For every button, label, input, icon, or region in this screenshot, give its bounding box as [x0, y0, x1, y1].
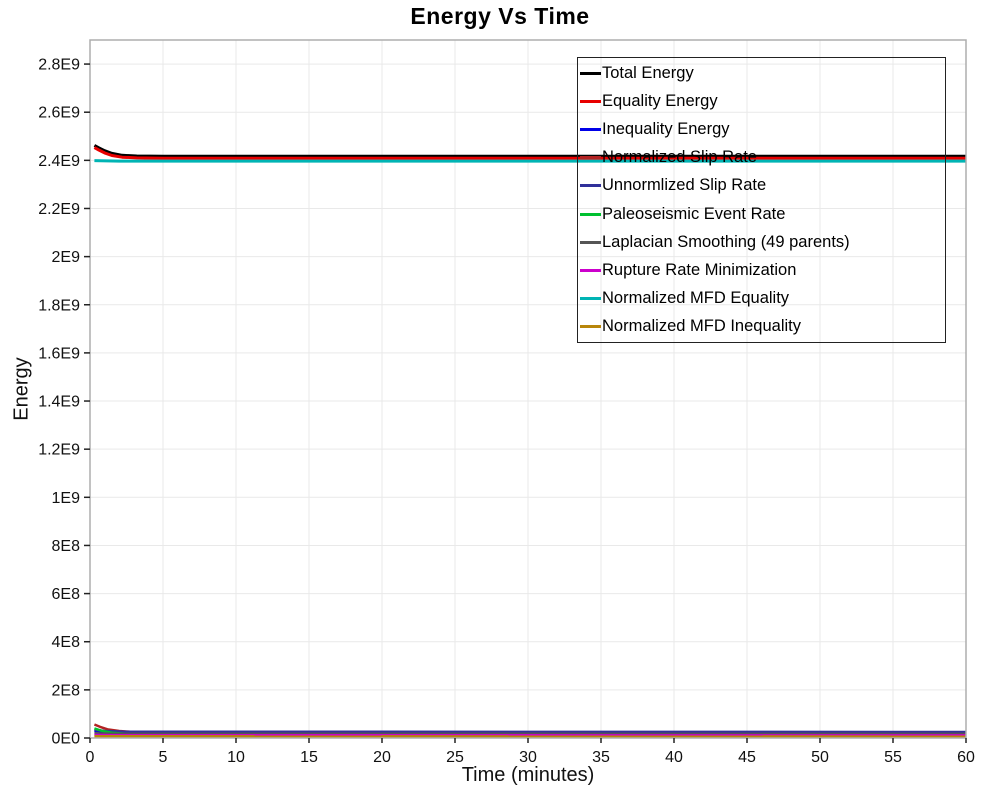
x-tick-label: 55 — [884, 749, 902, 766]
y-tick-label: 0E0 — [52, 731, 81, 748]
series-line-equality-energy — [93, 146, 966, 160]
y-tick-label: 2E8 — [52, 682, 81, 699]
legend-item: Rupture Rate Minimization — [580, 257, 941, 283]
y-tick-label: 2E9 — [52, 249, 81, 266]
chart-title: Energy Vs Time — [410, 3, 590, 29]
x-tick-label: 35 — [592, 749, 610, 766]
x-tick-label: 20 — [373, 749, 391, 766]
legend-label: Unnormlized Slip Rate — [602, 176, 767, 195]
x-axis-title: Time (minutes) — [461, 764, 595, 786]
legend-line-swatch — [580, 71, 601, 75]
y-tick-label: 2.6E9 — [38, 105, 80, 122]
legend-label: Rupture Rate Minimization — [602, 260, 797, 279]
legend-label: Normalized MFD Equality — [602, 289, 790, 308]
legend-line-swatch — [580, 127, 601, 131]
x-tick-label: 15 — [300, 749, 318, 766]
legend-line-swatch — [580, 99, 601, 103]
y-tick-label: 2.8E9 — [38, 57, 80, 74]
x-tick-label: 30 — [519, 749, 537, 766]
x-tick-label: 10 — [227, 749, 245, 766]
series-line-normalized-mfd-equality — [94, 159, 966, 163]
x-tick-label: 0 — [86, 749, 95, 766]
y-tick-label: 1.2E9 — [38, 442, 80, 459]
y-tick-label: 2.4E9 — [38, 153, 80, 170]
legend-label: Normalized MFD Inequality — [602, 317, 801, 336]
x-tick-label: 5 — [159, 749, 168, 766]
series-line-unnormlized-slip-rate — [94, 728, 967, 734]
legend-item: Normalized MFD Inequality — [580, 314, 941, 340]
legend-item: Unnormlized Slip Rate — [580, 173, 941, 199]
y-tick-label: 1E9 — [52, 490, 81, 507]
series-line-total-energy — [93, 144, 966, 158]
legend-label: Inequality Energy — [602, 119, 730, 138]
legend-line-swatch — [580, 212, 601, 216]
y-tick-label: 4E8 — [52, 634, 81, 651]
legend-line-swatch — [580, 240, 601, 244]
legend-label: Equality Energy — [602, 91, 718, 110]
legend-label: Paleoseismic Event Rate — [602, 204, 786, 223]
legend-label: Normalized Slip Rate — [602, 148, 757, 167]
legend-line-swatch — [580, 268, 601, 272]
y-tick-label: 1.8E9 — [38, 297, 80, 314]
legend-item: Inequality Energy — [580, 116, 941, 142]
legend-label: Laplacian Smoothing (49 parents) — [602, 232, 850, 251]
legend-line-swatch — [580, 297, 601, 301]
legend-line-swatch — [580, 184, 601, 188]
legend-item: Laplacian Smoothing (49 parents) — [580, 229, 941, 255]
y-tick-label: 8E8 — [52, 538, 81, 555]
y-axis-title: Energy — [10, 357, 33, 421]
legend-label: Total Energy — [602, 63, 694, 82]
x-tick-label: 60 — [957, 749, 975, 766]
x-tick-label: 25 — [446, 749, 464, 766]
legend-item: Paleoseismic Event Rate — [580, 201, 941, 227]
legend-line-swatch — [580, 325, 601, 329]
y-tick-label: 2.2E9 — [38, 201, 80, 218]
x-tick-label: 45 — [738, 749, 756, 766]
series-line-laplacian-smoothing-49-parents — [94, 731, 967, 736]
y-tick-label: 1.4E9 — [38, 394, 80, 411]
y-tick-label: 1.6E9 — [38, 345, 80, 362]
x-tick-label: 40 — [665, 749, 683, 766]
legend-line-swatch — [580, 156, 601, 160]
legend-item: Normalized Slip Rate — [580, 145, 941, 171]
legend-item: Total Energy — [580, 60, 941, 86]
legend-box: Total Energy Equality Energy Inequality En… — [577, 57, 946, 343]
legend-item: Normalized MFD Equality — [580, 286, 941, 312]
y-tick-label: 6E8 — [52, 586, 81, 603]
x-tick-label: 50 — [811, 749, 829, 766]
legend-item: Equality Energy — [580, 88, 941, 114]
